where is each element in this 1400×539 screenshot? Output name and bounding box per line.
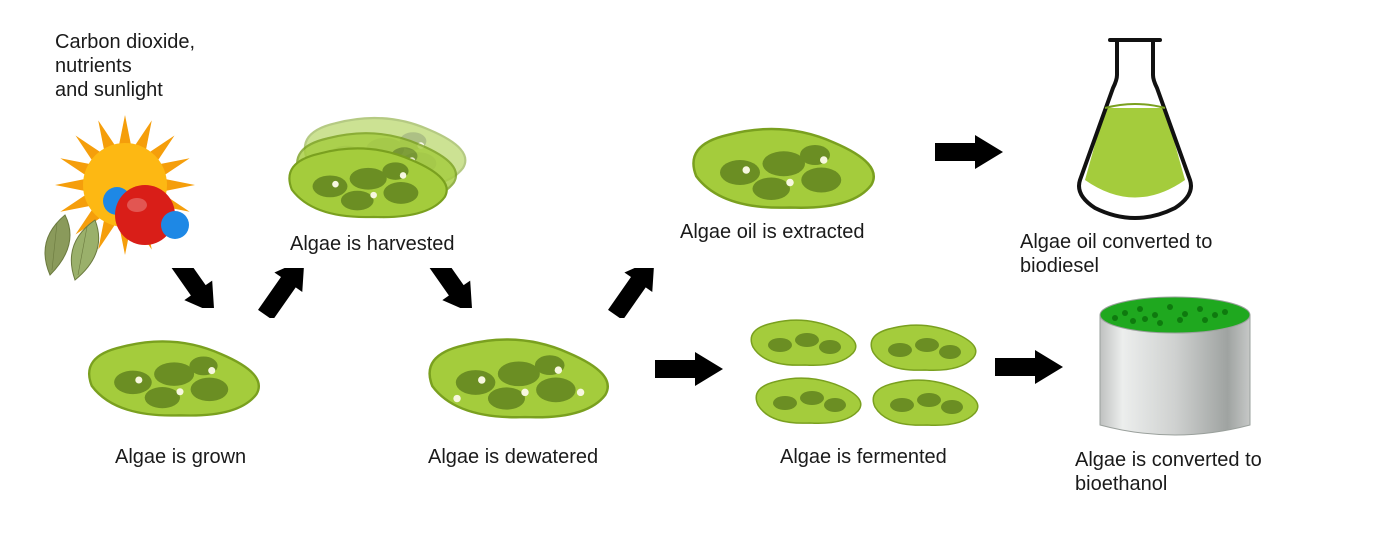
algae-harvested-graphic	[280, 110, 500, 230]
label-fermented: Algae is fermented	[780, 445, 947, 469]
arrow-fermented-to-bioethanol	[995, 350, 1075, 386]
algae-extracted-graphic	[680, 120, 900, 220]
barrel-graphic	[1085, 285, 1265, 445]
label-bioethanol: Algae is converted to bioethanol	[1075, 448, 1335, 496]
label-inputs-line2: nutrients	[55, 55, 132, 77]
arrow-dewatered-to-fermented	[655, 352, 735, 388]
flask-graphic	[1055, 30, 1215, 230]
label-harvested: Algae is harvested	[290, 232, 455, 256]
label-grown: Algae is grown	[115, 445, 246, 469]
arrow-dewatered-to-extracted	[605, 268, 675, 318]
algae-dewatered-graphic	[420, 330, 630, 430]
label-inputs-line3: and sunlight	[55, 79, 163, 101]
diagram-stage: { "diagram": { "type": "flowchart", "bac…	[0, 0, 1400, 539]
arrow-grown-to-harvested	[255, 268, 325, 318]
label-extracted: Algae oil is extracted	[680, 220, 865, 244]
label-inputs: Carbon dioxide, nutrients and sunlight	[55, 30, 255, 102]
arrow-harvested-to-dewatered	[418, 268, 488, 308]
label-dewatered: Algae is dewatered	[428, 445, 598, 469]
arrow-inputs-to-grown	[160, 268, 230, 308]
label-biodiesel: Algae oil converted to biodiesel	[1020, 230, 1280, 278]
algae-fermented-graphic	[745, 315, 985, 435]
algae-grown-graphic	[80, 330, 280, 430]
label-inputs-line1: Carbon dioxide,	[55, 31, 195, 53]
arrow-extracted-to-biodiesel	[935, 135, 1015, 171]
